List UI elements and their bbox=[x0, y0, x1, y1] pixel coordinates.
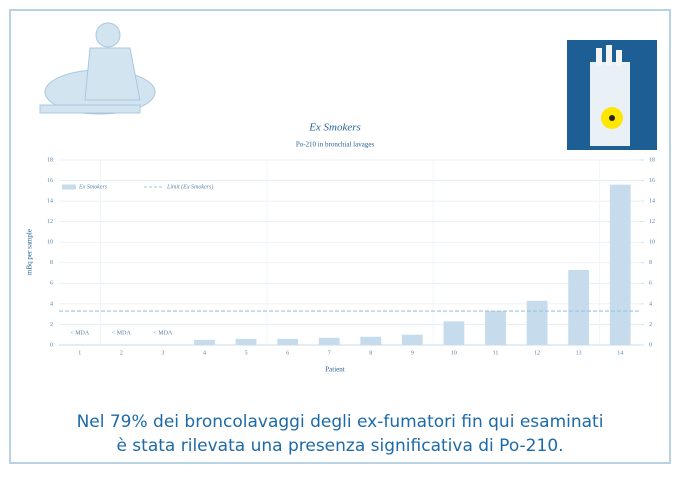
bar bbox=[610, 185, 631, 345]
bar bbox=[194, 340, 215, 345]
slide: Ex Smokers Po-210 in bronchial lavages P… bbox=[0, 0, 681, 475]
x-tick-label: 10 bbox=[451, 350, 457, 356]
bar bbox=[319, 338, 340, 345]
x-tick-label: 1 bbox=[78, 350, 81, 356]
chart-title: Ex Smokers bbox=[308, 122, 361, 134]
x-tick-label: 3 bbox=[161, 350, 164, 356]
y2-tick-label: 8 bbox=[649, 260, 652, 266]
x-tick-label: 9 bbox=[411, 350, 414, 356]
y-tick-label: 14 bbox=[47, 198, 53, 204]
bar bbox=[485, 311, 506, 345]
y2-tick-label: 16 bbox=[649, 178, 655, 184]
x-tick-label: 11 bbox=[493, 350, 499, 356]
bar bbox=[527, 301, 548, 345]
x-tick-label: 14 bbox=[617, 350, 623, 356]
y2-tick-label: 6 bbox=[649, 281, 652, 287]
y-tick-label: 16 bbox=[47, 178, 53, 184]
legend-swatch bbox=[62, 185, 76, 190]
bar bbox=[360, 337, 381, 345]
bar bbox=[236, 339, 257, 345]
bar bbox=[568, 270, 589, 345]
cigarette-pack-illustration bbox=[567, 40, 657, 150]
value-label: < MDA bbox=[153, 330, 173, 336]
x-axis-label: Patient bbox=[325, 366, 344, 374]
bar bbox=[444, 321, 465, 345]
y-tick-label: 8 bbox=[50, 260, 53, 266]
y2-tick-label: 0 bbox=[649, 342, 652, 348]
y-tick-label: 2 bbox=[50, 322, 53, 328]
y2-tick-label: 2 bbox=[649, 322, 652, 328]
chart-subtitle: Po-210 in bronchial lavages bbox=[296, 141, 375, 149]
x-tick-label: 13 bbox=[576, 350, 582, 356]
y-tick-label: 12 bbox=[47, 219, 53, 225]
y2-tick-label: 12 bbox=[649, 219, 655, 225]
x-tick-label: 4 bbox=[203, 350, 206, 356]
y-tick-label: 6 bbox=[50, 281, 53, 287]
caption-line: è stata rilevata una presenza significat… bbox=[116, 436, 563, 456]
x-tick-label: 12 bbox=[534, 350, 540, 356]
legend-label: Limit (Ex Smokers) bbox=[166, 183, 213, 190]
y-tick-label: 18 bbox=[47, 157, 53, 163]
page: {"chart_data": {"type": "bar", "title": … bbox=[0, 0, 681, 475]
bar bbox=[402, 335, 423, 345]
x-tick-label: 2 bbox=[120, 350, 123, 356]
x-tick-label: 7 bbox=[328, 350, 331, 356]
y2-tick-label: 14 bbox=[649, 198, 655, 204]
y-tick-label: 0 bbox=[50, 342, 53, 348]
y2-tick-label: 4 bbox=[649, 301, 652, 307]
y2-tick-label: 10 bbox=[649, 240, 655, 246]
legend-label: Ex Smokers bbox=[78, 184, 108, 190]
x-tick-label: 6 bbox=[286, 350, 289, 356]
value-label: < MDA bbox=[112, 330, 132, 336]
y2-tick-label: 18 bbox=[649, 157, 655, 163]
x-tick-label: 8 bbox=[369, 350, 372, 356]
y-tick-label: 4 bbox=[50, 301, 53, 307]
caption-line: Nel 79% dei broncolavaggi degli ex-fumat… bbox=[77, 412, 604, 432]
value-label: < MDA bbox=[70, 330, 90, 336]
y-tick-label: 10 bbox=[47, 240, 53, 246]
x-tick-label: 5 bbox=[245, 350, 248, 356]
bar bbox=[277, 339, 298, 345]
y-axis-label: mBq per sample bbox=[26, 229, 34, 275]
